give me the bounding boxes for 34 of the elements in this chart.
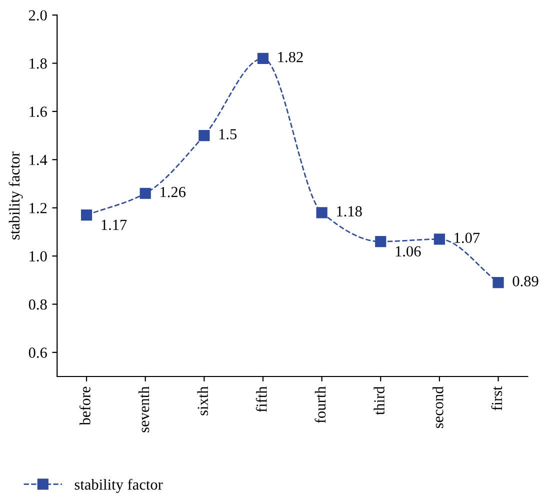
y-tick-label: 0.8 (28, 299, 47, 310)
x-tick-label: first (491, 386, 502, 410)
data-label: 1.82 (278, 52, 303, 62)
x-tick-label: second (432, 386, 444, 428)
x-tick-label: before (79, 386, 90, 426)
x-tick-label: seventh (138, 386, 150, 432)
x-tick-label: sixth (197, 386, 208, 416)
y-tick-label: 1.4 (30, 154, 48, 166)
point (198, 130, 210, 142)
point (140, 188, 151, 199)
x-tick-label: fifth (256, 386, 267, 412)
point (434, 234, 446, 245)
data-label: 1.17 (102, 220, 127, 230)
data-label: 1.06 (396, 246, 421, 257)
data-label: 1.26 (160, 186, 186, 198)
point (316, 207, 328, 218)
legend-label: stability factor (74, 478, 163, 493)
point (80, 210, 92, 221)
data-label: 1.5 (219, 129, 237, 140)
y-tick-label: 1.0 (30, 251, 47, 262)
data-label: 0.89 (512, 276, 538, 286)
point (375, 236, 386, 248)
data-label: 1.07 (454, 232, 480, 244)
y-axis-title: stability factor (8, 152, 23, 240)
y-tick-label: 1.6 (30, 106, 47, 117)
y-tick-label: 1.2 (30, 203, 47, 214)
x-tick-label: third (374, 386, 384, 415)
point (257, 52, 269, 64)
y-tick-label: 2.0 (28, 10, 47, 21)
y-tick-label: 1.8 (30, 58, 47, 69)
x-tick-label: fourth (314, 386, 326, 424)
y-tick-label: 0.6 (28, 348, 47, 358)
point (492, 276, 504, 288)
data-label: 1.18 (337, 206, 362, 217)
